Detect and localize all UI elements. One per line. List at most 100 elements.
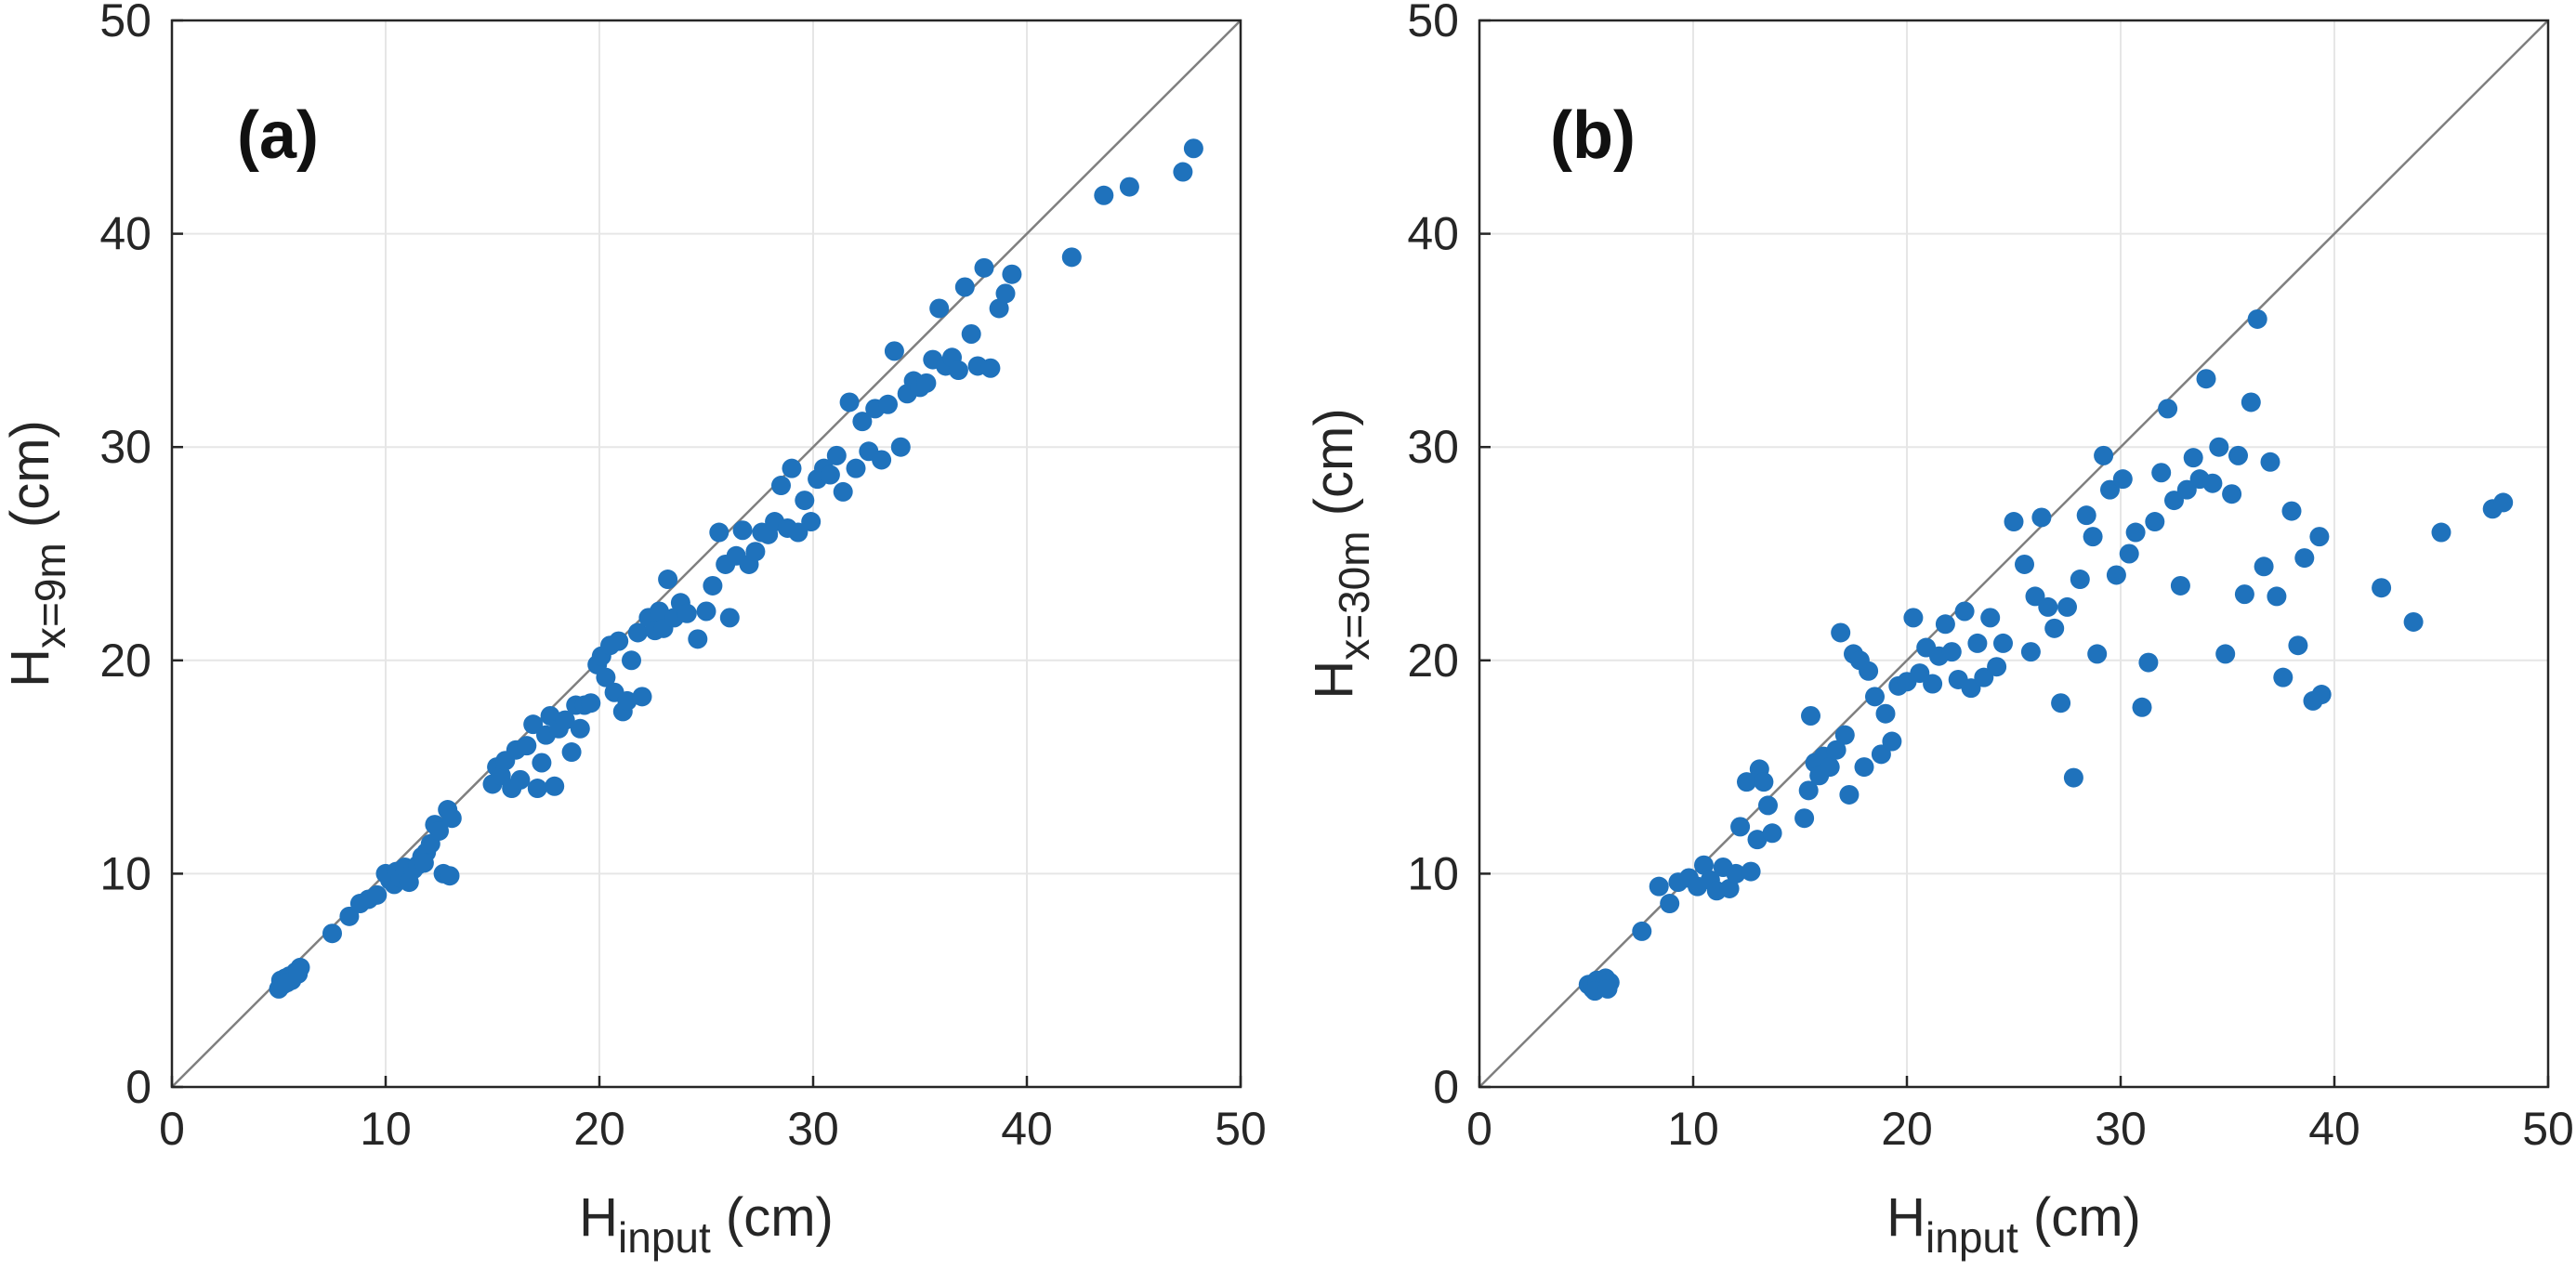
data-point [1094,186,1113,205]
data-point [2004,512,2024,531]
data-point [1660,894,1679,913]
data-point [975,258,994,278]
data-point [1980,608,2000,627]
y-tick-label: 10 [1407,847,1459,899]
data-point [517,736,536,755]
data-point [1876,704,1896,724]
data-point [2241,392,2261,412]
data-point [581,693,600,713]
y-axis-label-unit: (cm) [1304,408,1364,530]
data-point [795,491,814,510]
data-point [2309,527,2329,546]
data-point [1955,601,1975,621]
data-point [1649,877,1669,897]
data-point [733,520,753,540]
data-point [2235,584,2254,604]
data-point [622,650,641,670]
data-point [929,298,949,318]
data-point [2031,507,2051,527]
data-point [1754,772,1773,792]
y-tick-label: 50 [99,0,151,46]
data-point [885,341,904,360]
data-point [1794,808,1814,828]
y-tick-label: 50 [1407,0,1459,46]
data-point [2126,523,2146,543]
y-axis-label-unit: (cm) [0,420,60,543]
y-axis-label-main: H [0,648,60,687]
data-point [2145,512,2164,531]
data-point [1763,823,1782,843]
x-tick-label: 40 [2308,1103,2360,1155]
data-point [2087,644,2107,663]
data-point [2021,642,2041,661]
data-point [1730,817,1750,836]
data-point [745,542,765,561]
data-point [1831,622,1850,642]
data-point [562,742,582,762]
data-point [2215,644,2235,663]
y-tick-label: 20 [1407,635,1459,687]
data-point [2051,693,2070,713]
data-point [2138,653,2158,673]
x-tick-label: 10 [360,1103,412,1155]
data-point [633,687,652,706]
data-point [1882,732,1901,752]
data-point [2209,438,2228,457]
data-point [2094,446,2113,465]
data-point [532,753,551,773]
data-point [571,719,590,739]
y-axis-label: Hx=9m (cm) [0,420,74,687]
data-point [2248,309,2267,329]
data-point [288,964,308,984]
x-axis-label-unit: (cm) [2018,1187,2141,1248]
data-point [2184,448,2203,467]
scatter-series [269,138,1203,999]
data-point [1002,265,1021,284]
data-point [878,395,898,414]
x-axis-label: Hinput (cm) [579,1187,834,1262]
data-point [2288,635,2307,655]
data-point [1598,979,1618,999]
data-point [510,770,530,790]
panel-label: (b) [1550,98,1636,173]
data-point [2202,474,2222,493]
y-axis-label-subscript: x=9m [26,543,74,648]
data-point [545,777,564,796]
data-point [2282,502,2302,521]
data-point [1865,687,1885,706]
data-point [1839,785,1859,805]
data-point [801,512,821,531]
x-axis-label-subscript: input [1925,1213,2018,1262]
data-point [677,604,697,623]
data-point [1987,657,2006,676]
data-point [2493,492,2513,512]
data-point [834,482,853,502]
y-tick-label: 0 [1433,1061,1459,1113]
data-point [840,392,860,412]
data-point [980,359,1000,378]
figure: 0 10 20 30 40 5001020304050(a)Hinput (cm)Hx=9… [0,0,2576,1270]
data-point [782,459,802,478]
y-tick-label: 40 [1407,208,1459,260]
x-tick-label: 0 [1466,1103,1492,1155]
data-point [1758,795,1778,815]
data-point [827,446,847,465]
data-point [2107,565,2126,584]
data-point [414,853,434,872]
data-point [2113,469,2133,489]
data-point [609,632,628,651]
data-point [2254,556,2274,576]
data-point [2158,399,2177,418]
data-point [720,608,740,627]
data-point [955,278,975,297]
data-point [1936,614,1955,634]
x-axis-label-main: H [579,1187,618,1248]
panel-label: (a) [237,98,319,173]
data-point [1184,138,1203,158]
data-point [2294,548,2314,568]
y-axis-label-main: H [1304,661,1364,700]
data-point [2267,586,2286,606]
data-point [2015,555,2034,574]
